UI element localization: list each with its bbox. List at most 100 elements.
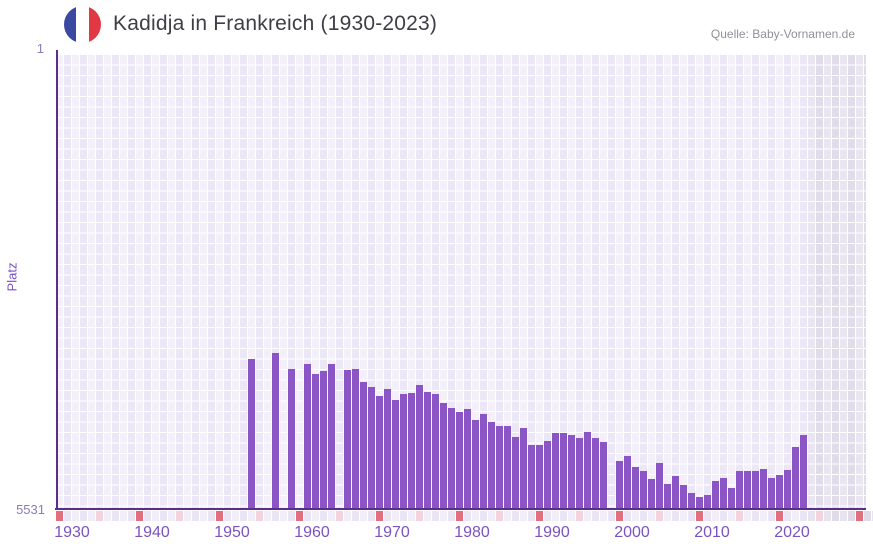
year-tick bbox=[80, 511, 87, 521]
year-tick bbox=[576, 511, 583, 521]
bar-1992[interactable] bbox=[552, 432, 559, 509]
bar-2021[interactable] bbox=[784, 469, 791, 509]
bar-2007[interactable] bbox=[672, 476, 679, 509]
year-tick bbox=[64, 511, 71, 521]
year-tick bbox=[552, 511, 559, 521]
year-tick bbox=[720, 511, 727, 521]
bar-1994[interactable] bbox=[568, 435, 575, 509]
year-tick bbox=[448, 511, 455, 521]
bar-1970[interactable] bbox=[376, 395, 383, 509]
bar-1959[interactable] bbox=[288, 368, 295, 509]
bar-1995[interactable] bbox=[576, 438, 583, 509]
bar-1996[interactable] bbox=[584, 431, 591, 509]
bar-1971[interactable] bbox=[384, 389, 391, 509]
bar-2006[interactable] bbox=[664, 483, 671, 509]
bar-2008[interactable] bbox=[680, 485, 687, 509]
bar-1962[interactable] bbox=[312, 374, 319, 509]
bar-2023[interactable] bbox=[800, 435, 807, 509]
bar-1998[interactable] bbox=[600, 442, 607, 509]
bar-1969[interactable] bbox=[368, 387, 375, 509]
bar-1983[interactable] bbox=[480, 413, 487, 509]
bar-1967[interactable] bbox=[352, 368, 359, 509]
bar-1993[interactable] bbox=[560, 433, 567, 509]
x-tick-label-2020: 2020 bbox=[774, 524, 810, 541]
bar-1968[interactable] bbox=[360, 381, 367, 509]
bar-2015[interactable] bbox=[736, 471, 743, 509]
bar-2022[interactable] bbox=[792, 447, 799, 509]
year-tick bbox=[472, 511, 479, 521]
flag-blue-stripe bbox=[64, 6, 77, 43]
year-tick bbox=[96, 511, 103, 521]
bar-2009[interactable] bbox=[688, 492, 695, 509]
bar-1979[interactable] bbox=[448, 407, 455, 509]
bar-2012[interactable] bbox=[712, 481, 719, 509]
x-tick-label-1970: 1970 bbox=[374, 524, 410, 541]
bar-1988[interactable] bbox=[520, 427, 527, 509]
bar-2000[interactable] bbox=[616, 460, 623, 509]
decade-tick-1970 bbox=[376, 511, 383, 521]
bar-1978[interactable] bbox=[440, 403, 447, 509]
bar-2011[interactable] bbox=[704, 495, 711, 509]
year-tick bbox=[392, 511, 399, 521]
bar-2018[interactable] bbox=[760, 468, 767, 509]
bar-2019[interactable] bbox=[768, 477, 775, 509]
bar-2002[interactable] bbox=[632, 467, 639, 509]
bar-1976[interactable] bbox=[424, 392, 431, 509]
year-tick bbox=[520, 511, 527, 521]
bar-1966[interactable] bbox=[344, 370, 351, 509]
bar-2013[interactable] bbox=[720, 477, 727, 509]
year-tick bbox=[432, 511, 439, 521]
year-tick bbox=[336, 511, 343, 521]
x-tick-label-1980: 1980 bbox=[454, 524, 490, 541]
bar-1985[interactable] bbox=[496, 426, 503, 509]
bar-1990[interactable] bbox=[536, 444, 543, 509]
year-tick bbox=[384, 511, 391, 521]
year-tick bbox=[784, 511, 791, 521]
bar-2005[interactable] bbox=[656, 462, 663, 509]
bar-1957[interactable] bbox=[272, 352, 279, 509]
year-tick bbox=[728, 511, 735, 521]
bar-1975[interactable] bbox=[416, 385, 423, 509]
bar-2003[interactable] bbox=[640, 471, 647, 509]
france-flag-icon bbox=[64, 6, 101, 43]
bar-1981[interactable] bbox=[464, 408, 471, 509]
decade-tick-1980 bbox=[456, 511, 463, 521]
bar-1980[interactable] bbox=[456, 412, 463, 509]
bar-1972[interactable] bbox=[392, 399, 399, 509]
bar-2001[interactable] bbox=[624, 455, 631, 509]
decade-tick-2030 bbox=[856, 511, 863, 521]
x-tick-label-1950: 1950 bbox=[214, 524, 250, 541]
bar-2016[interactable] bbox=[744, 471, 751, 509]
bar-1977[interactable] bbox=[432, 394, 439, 509]
year-tick bbox=[592, 511, 599, 521]
bar-1974[interactable] bbox=[408, 393, 415, 509]
bar-1961[interactable] bbox=[304, 363, 311, 509]
bar-1991[interactable] bbox=[544, 440, 551, 509]
bar-2014[interactable] bbox=[728, 487, 735, 509]
bar-1964[interactable] bbox=[328, 364, 335, 509]
decade-tick-1940 bbox=[136, 511, 143, 521]
bar-1986[interactable] bbox=[504, 426, 511, 509]
decade-tick-2000 bbox=[616, 511, 623, 521]
bar-1989[interactable] bbox=[528, 444, 535, 509]
bar-2017[interactable] bbox=[752, 471, 759, 509]
bar-2004[interactable] bbox=[648, 478, 655, 509]
year-tick bbox=[624, 511, 631, 521]
year-tick bbox=[760, 511, 767, 521]
year-tick bbox=[640, 511, 647, 521]
bar-1984[interactable] bbox=[488, 421, 495, 509]
bar-1987[interactable] bbox=[512, 436, 519, 509]
y-axis-top-label: 1 bbox=[36, 41, 44, 56]
bar-1982[interactable] bbox=[472, 420, 479, 509]
bar-1997[interactable] bbox=[592, 437, 599, 509]
bar-2010[interactable] bbox=[696, 497, 703, 509]
flag-white-stripe bbox=[76, 6, 89, 43]
year-tick bbox=[200, 511, 207, 521]
year-tick bbox=[288, 511, 295, 521]
bar-1963[interactable] bbox=[320, 371, 327, 509]
bar-2020[interactable] bbox=[776, 475, 783, 509]
bar-1954[interactable] bbox=[248, 358, 255, 509]
bar-1973[interactable] bbox=[400, 394, 407, 509]
year-tick bbox=[704, 511, 711, 521]
plot-area bbox=[57, 55, 866, 509]
